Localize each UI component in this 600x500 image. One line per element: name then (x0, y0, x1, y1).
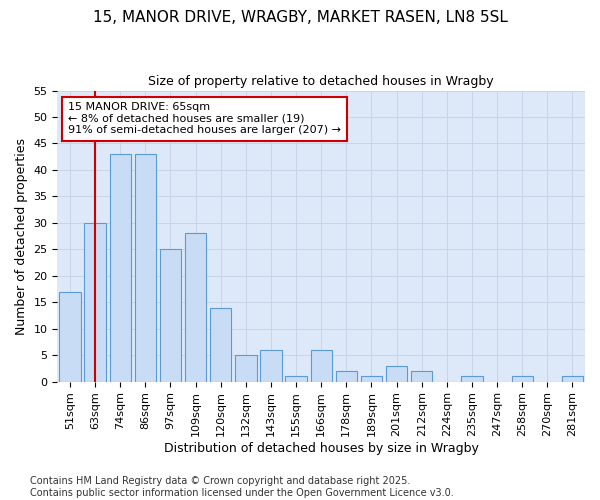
Text: 15, MANOR DRIVE, WRAGBY, MARKET RASEN, LN8 5SL: 15, MANOR DRIVE, WRAGBY, MARKET RASEN, L… (92, 10, 508, 25)
Bar (361, 376, 382, 382)
Bar (160, 250, 181, 382)
Bar (59, 292, 80, 382)
Bar (286, 376, 307, 382)
Bar (110, 154, 131, 382)
Text: Contains HM Land Registry data © Crown copyright and database right 2025.
Contai: Contains HM Land Registry data © Crown c… (30, 476, 454, 498)
Bar (210, 308, 232, 382)
Title: Size of property relative to detached houses in Wragby: Size of property relative to detached ho… (148, 75, 494, 88)
Y-axis label: Number of detached properties: Number of detached properties (15, 138, 28, 334)
Bar (335, 371, 357, 382)
Bar (85, 223, 106, 382)
Bar (260, 350, 281, 382)
Bar (411, 371, 433, 382)
Bar (386, 366, 407, 382)
Bar (311, 350, 332, 382)
Bar (235, 355, 257, 382)
Bar (562, 376, 583, 382)
Bar (461, 376, 482, 382)
X-axis label: Distribution of detached houses by size in Wragby: Distribution of detached houses by size … (164, 442, 479, 455)
Bar (134, 154, 156, 382)
Bar (185, 234, 206, 382)
Bar (512, 376, 533, 382)
Text: 15 MANOR DRIVE: 65sqm
← 8% of detached houses are smaller (19)
91% of semi-detac: 15 MANOR DRIVE: 65sqm ← 8% of detached h… (68, 102, 341, 136)
